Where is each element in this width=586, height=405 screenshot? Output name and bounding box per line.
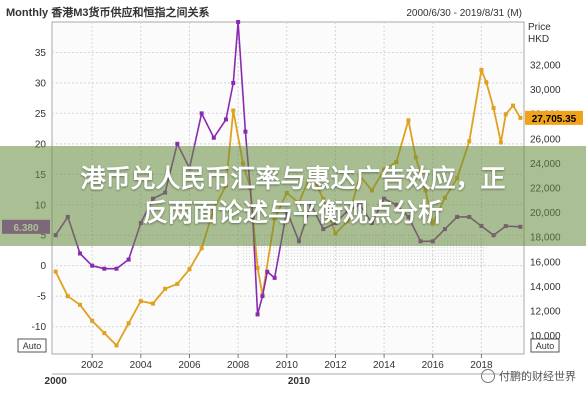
- right-tick-label: 32,000: [530, 61, 561, 72]
- series-point: [77, 251, 82, 256]
- right-auto-label: Auto: [536, 341, 555, 351]
- series-point: [150, 301, 155, 306]
- series-point: [255, 265, 260, 270]
- x-tick-label: 2006: [178, 360, 201, 371]
- series-point: [255, 312, 260, 317]
- right-tick-label: 12,000: [530, 306, 561, 317]
- series-point: [223, 117, 228, 122]
- left-tick-label: 25: [35, 109, 47, 120]
- right-auto-button[interactable]: Auto: [530, 338, 560, 353]
- right-last-value-box: [525, 110, 583, 125]
- right-axis-unit-hkd: HKD: [528, 34, 549, 45]
- series-point: [102, 331, 107, 336]
- x-tick-label: 2002: [81, 360, 104, 371]
- chart-date-range: 2000/6/30 - 2019/8/31 (M): [406, 8, 522, 19]
- series-point: [498, 140, 503, 145]
- series-point: [199, 246, 204, 251]
- right-tick-label: 14,000: [530, 282, 561, 293]
- x-group-label: 2000: [45, 376, 68, 387]
- series-point: [406, 118, 411, 123]
- series-point: [265, 269, 270, 274]
- series-point: [199, 111, 204, 116]
- series-point: [163, 286, 168, 291]
- series-point: [114, 343, 119, 348]
- x-tick-label: 2004: [130, 360, 153, 371]
- x-axis: 2002 2004 2006 2008 2010 2012 2014 2016 2018 2000…: [45, 354, 524, 387]
- left-auto-label: Auto: [23, 341, 42, 351]
- right-last-value-label: 27,705.35: [532, 114, 577, 125]
- chart-title: Monthly 香港M3货币供应和恒指之间关系: [6, 5, 210, 19]
- series-point: [484, 80, 489, 85]
- right-axis-unit-price: Price: [528, 22, 551, 33]
- series-point: [211, 135, 216, 140]
- x-tick-label: 2014: [373, 360, 396, 371]
- right-tick-label: 16,000: [530, 257, 561, 268]
- series-point: [231, 80, 236, 85]
- watermark-text: 付鹏的财经世界: [499, 370, 576, 383]
- left-tick-label: 20: [35, 139, 47, 150]
- left-tick-label: 0: [40, 261, 46, 272]
- left-tick-label: -10: [32, 322, 47, 333]
- series-point: [260, 294, 265, 299]
- series-point: [65, 294, 70, 299]
- series-point: [53, 269, 58, 274]
- series-point: [90, 263, 95, 268]
- x-tick-label: 2016: [422, 360, 445, 371]
- series-point: [187, 267, 192, 272]
- series-point: [503, 112, 508, 117]
- series-point: [231, 108, 236, 113]
- headline-line-2: 反两面论述与平衡观点分析: [142, 198, 443, 227]
- x-tick-label: 2010: [276, 360, 299, 371]
- series-point: [175, 141, 180, 146]
- series-point: [77, 302, 82, 307]
- series-point: [491, 106, 496, 111]
- series-point: [114, 266, 119, 271]
- left-auto-button[interactable]: Auto: [17, 338, 47, 353]
- series-point: [479, 67, 484, 72]
- series-point: [236, 20, 241, 24]
- series-point: [102, 266, 107, 271]
- wechat-icon: [481, 369, 495, 383]
- headline-line-1: 港币兑人民币汇率与惠达广告效应，正: [80, 164, 506, 193]
- left-tick-label: 30: [35, 78, 47, 89]
- left-tick-label: -5: [37, 292, 46, 303]
- x-tick-label: 2018: [470, 360, 493, 371]
- series-point: [511, 103, 516, 108]
- right-tick-label: 26,000: [530, 134, 561, 145]
- series-point: [126, 321, 131, 326]
- series-point: [175, 281, 180, 286]
- series-point: [272, 275, 277, 280]
- right-tick-label: 10,000: [530, 331, 561, 342]
- series-point: [467, 139, 472, 144]
- headline-banner: 港币兑人民币汇率与惠达广告效应，正 反两面论述与平衡观点分析: [0, 146, 586, 246]
- series-point: [518, 115, 523, 120]
- left-tick-label: 35: [35, 48, 47, 59]
- x-group-label: 2010: [288, 376, 311, 387]
- right-tick-label: 30,000: [530, 85, 561, 96]
- watermark: 付鹏的财经世界: [481, 368, 576, 384]
- series-point: [243, 129, 248, 134]
- series-point: [138, 299, 143, 304]
- series-point: [126, 257, 131, 262]
- series-point: [90, 318, 95, 323]
- x-tick-label: 2008: [227, 360, 250, 371]
- x-tick-label: 2012: [324, 360, 347, 371]
